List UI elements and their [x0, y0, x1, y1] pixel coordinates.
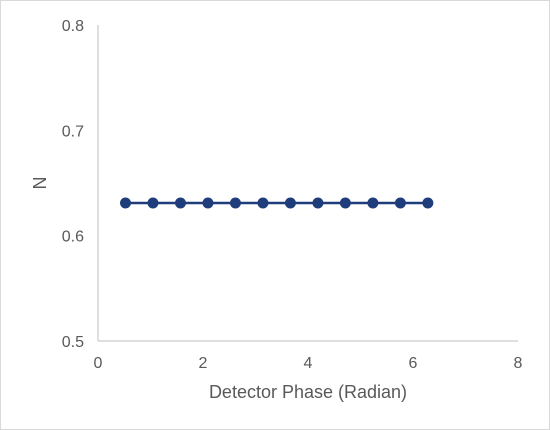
x-tick-label: 6	[409, 355, 418, 372]
y-tick-label: 0.8	[62, 18, 84, 35]
x-tick-label: 2	[199, 355, 208, 372]
x-tick-label: 0	[94, 355, 103, 372]
data-point	[174, 197, 186, 209]
data-point	[229, 197, 241, 209]
data-point	[257, 197, 269, 209]
data-point	[339, 197, 351, 209]
y-tick-label: 0.5	[62, 334, 84, 351]
x-axis-label: Detector Phase (Radian)	[209, 382, 407, 402]
data-point	[394, 197, 406, 209]
data-point	[120, 197, 132, 209]
x-tick-label: 8	[514, 355, 523, 372]
y-tick-label: 0.6	[62, 229, 84, 246]
tick-labels: 0.5 0.6 0.7 0.8 0 2 4 6 8	[62, 18, 523, 372]
data-point	[367, 197, 379, 209]
series-layer	[120, 197, 434, 209]
data-point	[284, 197, 296, 209]
data-point	[202, 197, 214, 209]
data-point	[422, 197, 434, 209]
x-tick-label: 4	[304, 355, 313, 372]
data-point	[147, 197, 159, 209]
y-tick-label: 0.7	[62, 123, 84, 140]
data-point	[312, 197, 324, 209]
y-axis-label: N	[30, 177, 50, 190]
axes	[97, 25, 518, 342]
